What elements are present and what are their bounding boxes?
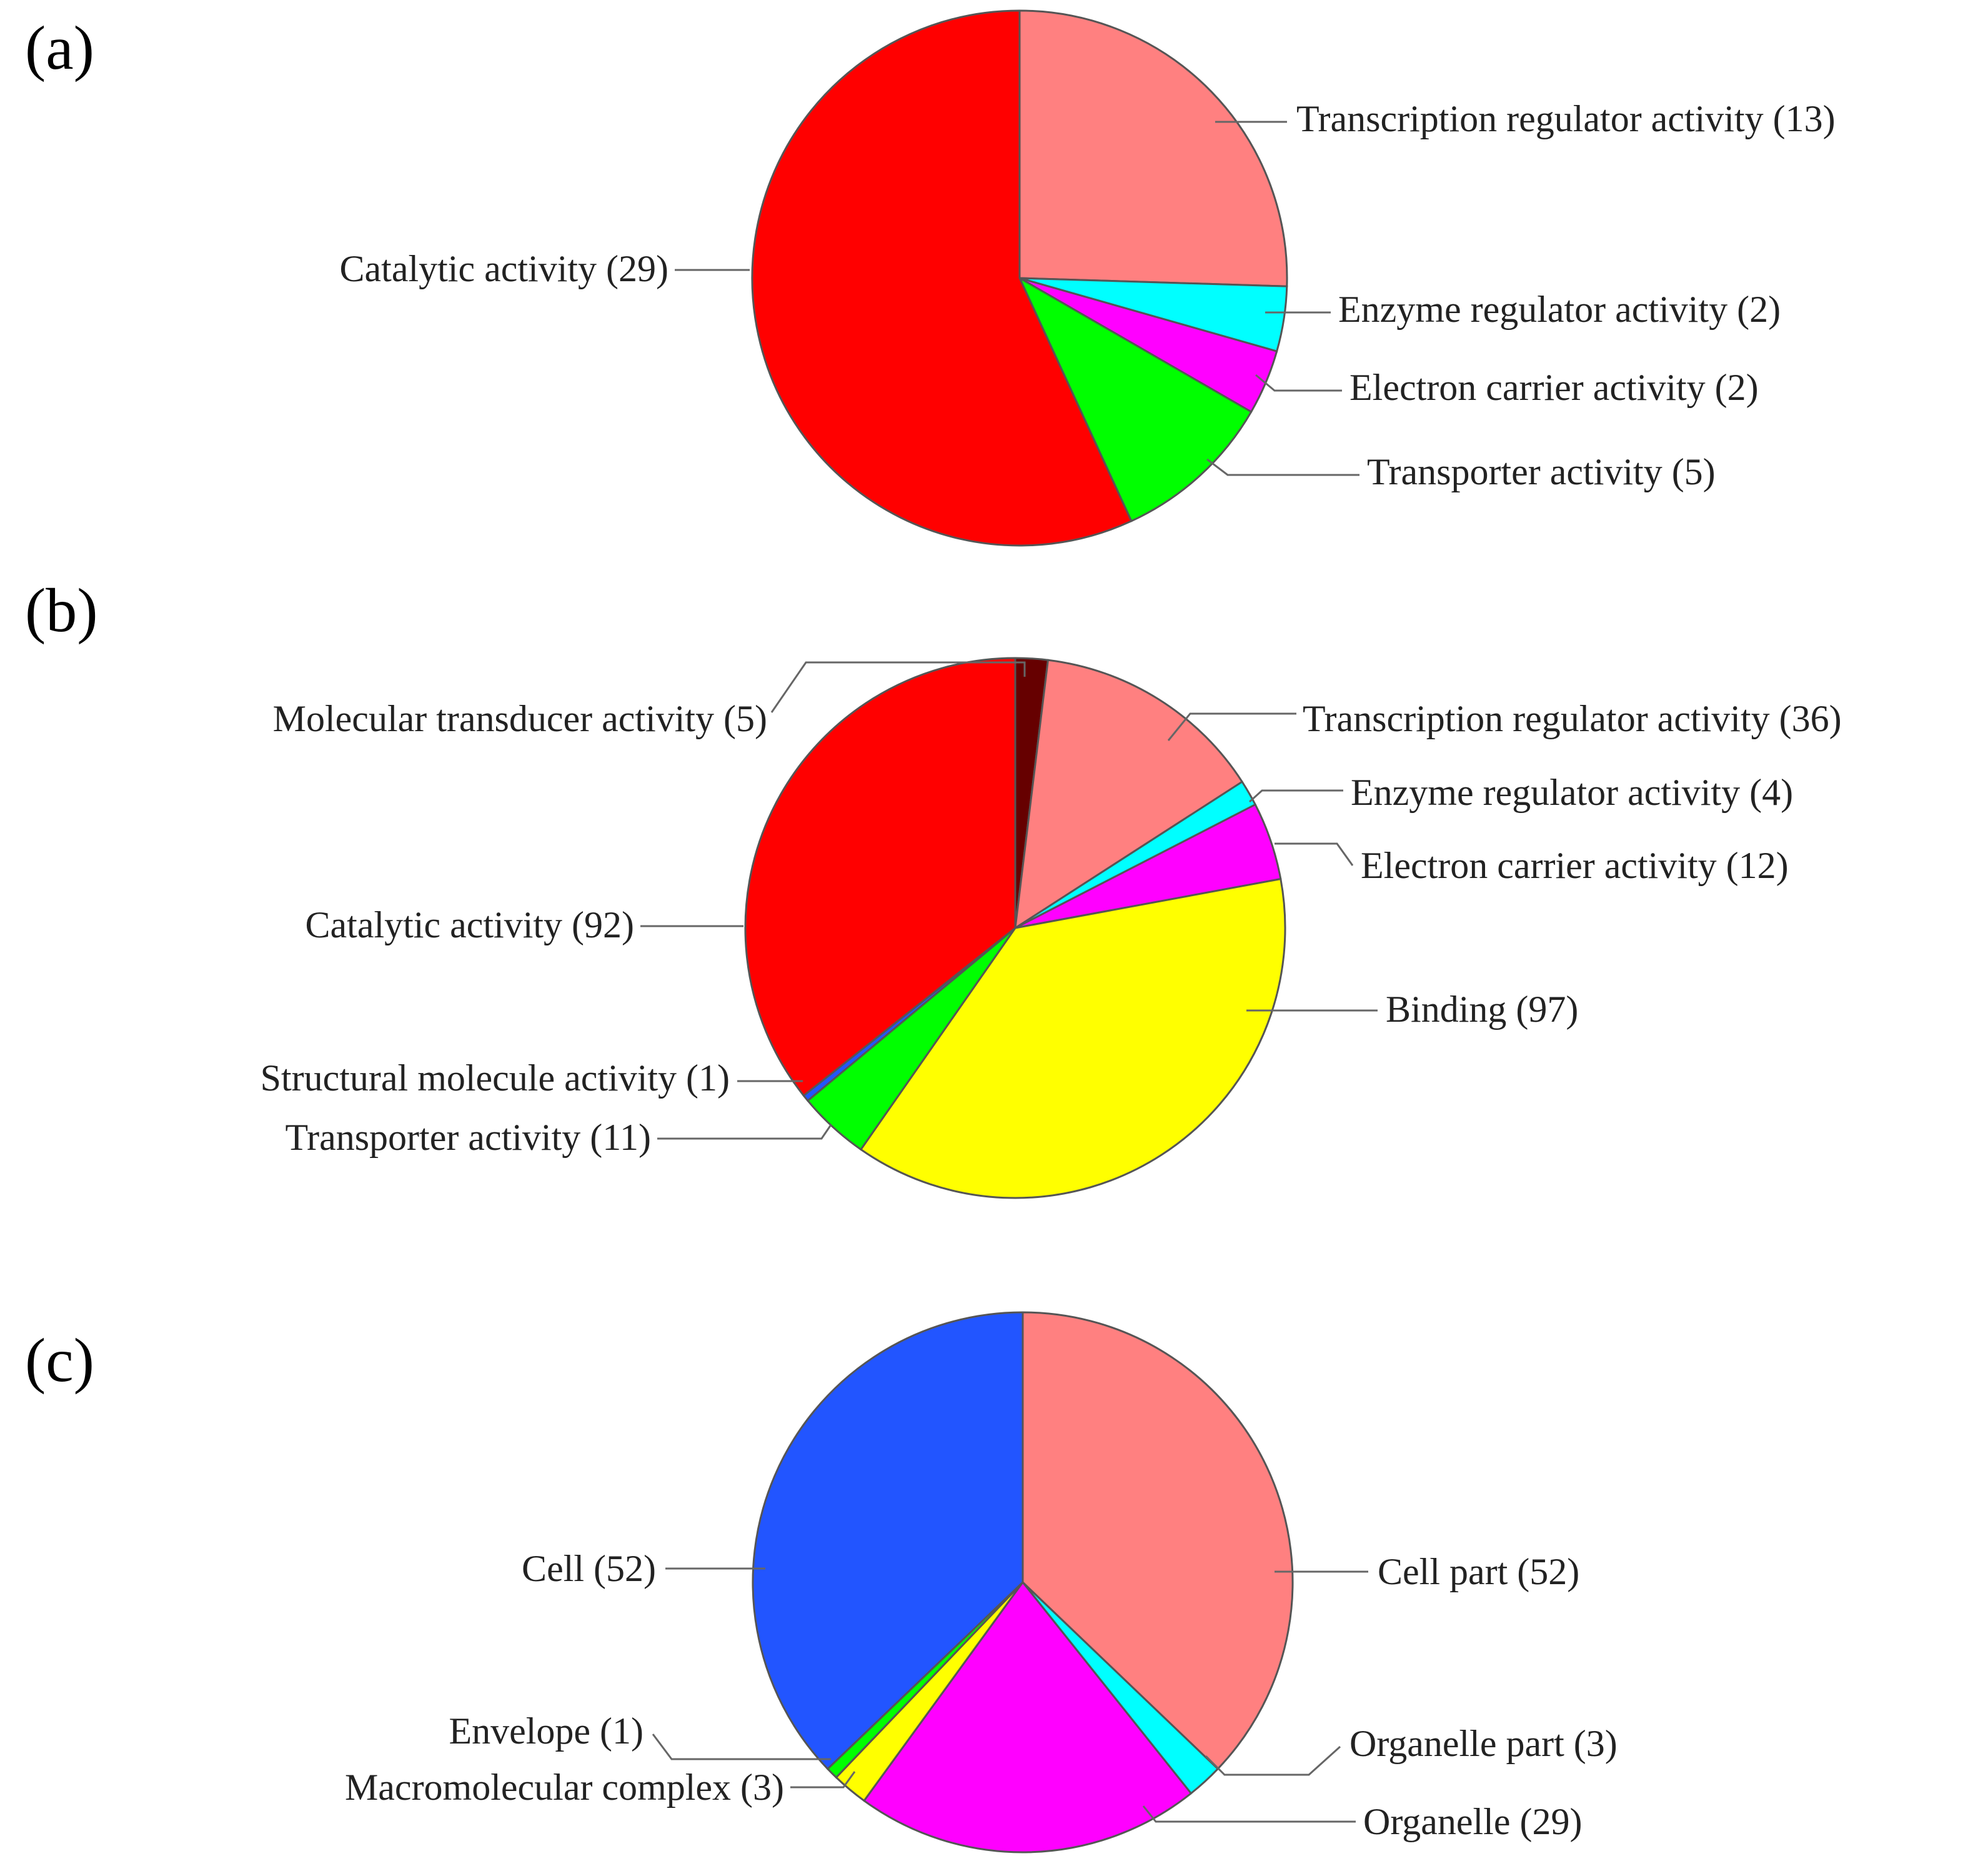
pie-chart-c: (c) Cell part (52) Organelle part (3) Orga… bbox=[25, 1311, 1618, 1854]
leader-line-enzyme-regulator-activity bbox=[1248, 789, 1343, 803]
slice-label-transporter-activity: Transporter activity (11) bbox=[286, 1117, 651, 1158]
leader-line-electron-carrier-activity bbox=[1275, 842, 1354, 866]
pie-slice-organelle bbox=[862, 1580, 1193, 1854]
slice-label-cell-part: Cell part (52) bbox=[1378, 1551, 1579, 1592]
pie-slice-catalytic-activity bbox=[744, 657, 1016, 1097]
slice-label-catalytic-activity: Catalytic activity (92) bbox=[306, 904, 635, 945]
leader-line-macromolecular-complex bbox=[790, 1771, 856, 1789]
pie-slice-transcription-regulator-activity bbox=[1018, 9, 1288, 287]
leader-line-organelle-part bbox=[1205, 1745, 1341, 1776]
slice-label-enzyme-regulator-activity: Enzyme regulator activity (4) bbox=[1351, 772, 1793, 813]
slice-label-transcription-regulator-activity: Transcription regulator activity (36) bbox=[1303, 698, 1842, 739]
panel-letter-c: (c) bbox=[25, 1325, 94, 1395]
pie-slice-cell bbox=[752, 1311, 1024, 1770]
leader-line-transporter-activity bbox=[657, 1124, 832, 1140]
pie-slice-catalytic-activity bbox=[751, 9, 1133, 547]
slice-label-catalytic-activity: Catalytic activity (29) bbox=[340, 248, 669, 289]
slice-label-organelle-part: Organelle part (3) bbox=[1349, 1723, 1618, 1764]
pie-slice-cell-part bbox=[1021, 1311, 1294, 1770]
leader-line-envelope bbox=[652, 1734, 831, 1760]
slice-label-organelle: Organelle (29) bbox=[1363, 1801, 1582, 1842]
slice-label-transcription-regulator-activity: Transcription regulator activity (13) bbox=[1296, 98, 1836, 139]
leader-line-molecular-transducer-activity bbox=[770, 661, 1026, 713]
pie-slice-transcription-regulator-activity bbox=[1014, 659, 1244, 930]
pie-slice-transporter-activity bbox=[1017, 276, 1253, 522]
slice-label-structural-molecule-activity: Structural molecule activity (1) bbox=[261, 1057, 730, 1099]
leader-line-organelle bbox=[1142, 1805, 1356, 1823]
leader-line-electron-carrier-activity bbox=[1255, 374, 1342, 392]
leader-line-transporter-activity bbox=[1206, 458, 1359, 476]
slice-label-electron-carrier-activity: Electron carrier activity (2) bbox=[1349, 367, 1759, 408]
leader-line-transcription-regulator-activity bbox=[1167, 712, 1296, 741]
pie-chart-a: (a) Transcription regulator activity (13… bbox=[25, 9, 1836, 547]
slice-label-transporter-activity: Transporter activity (5) bbox=[1367, 451, 1716, 492]
slice-label-binding: Binding (97) bbox=[1386, 989, 1578, 1030]
panel-letter-a: (a) bbox=[25, 13, 94, 82]
slice-label-envelope: Envelope (1) bbox=[449, 1710, 644, 1752]
pie-chart-b: (b) Molecular transducer activity (5) Tra… bbox=[25, 576, 1842, 1199]
slice-label-enzyme-regulator-activity: Enzyme regulator activity (2) bbox=[1338, 289, 1781, 330]
slice-label-molecular-transducer-activity: Molecular transducer activity (5) bbox=[273, 698, 767, 739]
slice-label-cell: Cell (52) bbox=[522, 1548, 656, 1589]
slice-label-macromolecular-complex: Macromolecular complex (3) bbox=[345, 1767, 784, 1808]
pie-slice-binding bbox=[859, 877, 1286, 1199]
panel-letter-b: (b) bbox=[25, 576, 98, 645]
slice-label-electron-carrier-activity: Electron carrier activity (12) bbox=[1361, 845, 1789, 886]
